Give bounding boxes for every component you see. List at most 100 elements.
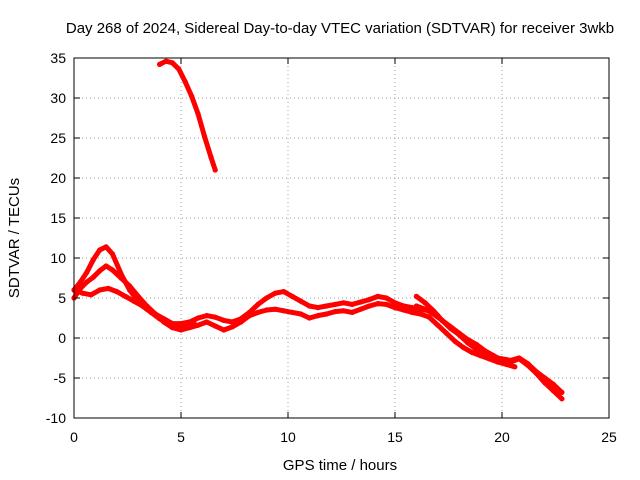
data-point — [383, 295, 389, 301]
data-point — [118, 271, 124, 277]
data-point — [401, 303, 407, 309]
data-point — [114, 289, 120, 295]
data-point — [195, 322, 201, 328]
data-point — [456, 330, 462, 336]
data-point — [84, 269, 90, 275]
x-tick-label: 25 — [601, 429, 617, 445]
data-point — [97, 268, 103, 274]
data-point — [469, 349, 475, 355]
data-point — [422, 300, 428, 306]
data-point — [366, 297, 372, 303]
data-point — [189, 93, 195, 99]
y-tick-labels: -10 -5 0 5 10 15 20 25 30 35 — [46, 50, 66, 426]
data-point — [439, 317, 445, 323]
y-axis-label: SDTVAR / TECUs — [6, 178, 23, 298]
data-point — [272, 290, 278, 296]
data-point — [212, 314, 218, 320]
data-point — [306, 315, 312, 321]
data-point — [516, 356, 522, 362]
data-point — [148, 309, 154, 315]
data-point — [289, 309, 295, 315]
data-series — [71, 58, 565, 402]
data-point — [413, 303, 419, 309]
data-point — [103, 244, 109, 250]
data-point — [127, 287, 133, 293]
data-point — [473, 341, 479, 347]
data-point — [169, 60, 175, 66]
y-tick-label: 30 — [50, 90, 66, 106]
y-tick-label: 25 — [50, 130, 66, 146]
data-point — [306, 303, 312, 309]
data-point — [332, 301, 338, 307]
data-point — [418, 311, 424, 317]
data-point — [443, 330, 449, 336]
y-tick-label: 0 — [58, 330, 66, 346]
data-point — [542, 380, 548, 386]
data-point — [204, 319, 210, 325]
data-point — [448, 324, 454, 330]
series-line-track-a — [71, 263, 518, 370]
data-point — [289, 293, 295, 299]
data-point — [452, 338, 458, 344]
data-point — [77, 279, 83, 285]
data-point — [341, 308, 347, 314]
data-point — [559, 389, 565, 395]
data-point — [375, 293, 381, 299]
data-point — [97, 287, 103, 293]
data-point — [182, 322, 188, 328]
data-point — [212, 167, 218, 173]
data-point — [109, 267, 116, 273]
series-line-track-f — [157, 58, 218, 173]
data-point — [550, 388, 557, 394]
data-point — [201, 133, 208, 139]
series-line-track-e — [413, 303, 565, 402]
data-point — [533, 370, 539, 376]
data-point — [157, 61, 163, 67]
data-point — [392, 300, 398, 306]
y-tick-label: -10 — [46, 410, 66, 426]
data-point — [229, 324, 235, 330]
data-point — [508, 359, 514, 365]
data-point — [499, 357, 505, 363]
y-tick-label: 5 — [58, 290, 66, 306]
x-tick-label: 5 — [177, 429, 185, 445]
x-tick-label: 0 — [70, 429, 78, 445]
data-point — [272, 306, 278, 312]
data-point — [90, 274, 96, 280]
axis-ticks — [73, 57, 610, 419]
data-point — [246, 309, 253, 315]
data-point — [298, 298, 304, 304]
data-point — [409, 309, 415, 315]
data-point — [465, 337, 471, 343]
data-point — [208, 154, 214, 160]
data-point — [349, 301, 355, 307]
data-point — [165, 321, 171, 327]
data-point — [97, 247, 103, 253]
x-tick-label: 15 — [387, 429, 403, 445]
data-point — [264, 295, 270, 301]
y-tick-label: 20 — [50, 170, 66, 186]
chart-title: Day 268 of 2024, Sidereal Day-to-day VTE… — [66, 20, 614, 37]
data-point — [422, 306, 428, 312]
data-point — [430, 311, 437, 317]
y-tick-label: 10 — [50, 250, 66, 266]
data-point — [174, 324, 180, 330]
data-point — [238, 316, 244, 322]
data-point — [255, 309, 261, 315]
data-point — [264, 307, 270, 313]
x-axis-label: GPS time / hours — [283, 457, 397, 474]
data-point — [221, 327, 227, 333]
data-point — [103, 263, 109, 269]
data-point — [375, 301, 381, 307]
plot-frame — [73, 57, 610, 419]
data-point — [490, 353, 496, 359]
data-point — [332, 309, 338, 315]
data-point — [323, 303, 330, 309]
data-point — [358, 306, 364, 312]
data-point — [163, 58, 169, 64]
y-tick-label: 35 — [50, 50, 66, 66]
data-point — [88, 292, 94, 298]
data-point — [212, 323, 218, 329]
data-point — [131, 298, 137, 304]
